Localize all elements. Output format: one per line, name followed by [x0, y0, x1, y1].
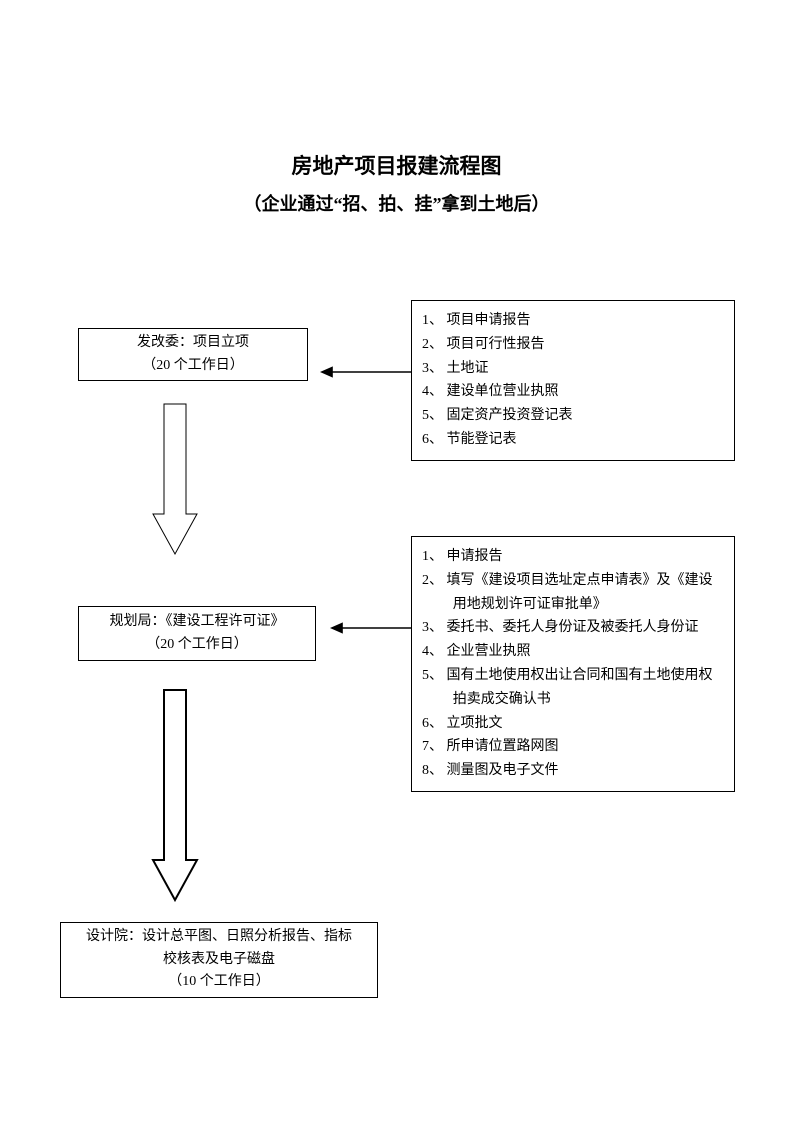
flow-node-3-line2: 校核表及电子磁盘	[163, 949, 275, 971]
h-arrow-2-head	[330, 622, 343, 633]
r1-item-3: 3、 土地证	[422, 357, 724, 381]
h-arrow-1-head	[320, 366, 333, 377]
requirements-box-2: 1、 申请报告2、 填写《建设项目选址定点申请表》及《建设用地规划许可证审批单》…	[411, 536, 735, 792]
flow-node-2-line2: （20 个工作日）	[146, 634, 248, 656]
flow-node-1-line2: （20 个工作日）	[142, 355, 244, 377]
r2-item-8: 8、 测量图及电子文件	[422, 759, 724, 783]
flow-node-2-line1: 规划局：《建设工程许可证》	[110, 611, 285, 633]
flow-node-3-line1: 设计院：设计总平图、日照分析报告、指标	[86, 926, 352, 948]
flow-node-2: 规划局：《建设工程许可证》 （20 个工作日）	[78, 606, 316, 661]
flow-node-3: 设计院：设计总平图、日照分析报告、指标 校核表及电子磁盘 （10 个工作日）	[60, 922, 378, 998]
r2-item-4: 4、 企业营业执照	[422, 640, 724, 664]
r2-item-2: 2、 填写《建设项目选址定点申请表》及《建设用地规划许可证审批单》	[422, 569, 724, 617]
r2-item-3: 3、 委托书、委托人身份证及被委托人身份证	[422, 616, 724, 640]
r1-item-5: 5、 固定资产投资登记表	[422, 404, 724, 428]
r2-item-1: 1、 申请报告	[422, 545, 724, 569]
r1-item-4: 4、 建设单位营业执照	[422, 380, 724, 404]
block-arrow-2	[153, 690, 197, 900]
r2-item-6: 6、 立项批文	[422, 712, 724, 736]
r2-item-7: 7、 所申请位置路网图	[422, 735, 724, 759]
r2-item-5: 5、 国有土地使用权出让合同和国有土地使用权拍卖成交确认书	[422, 664, 724, 712]
flow-node-3-line3: （10 个工作日）	[168, 971, 270, 993]
flow-node-1-line1: 发改委：项目立项	[137, 332, 249, 354]
requirements-box-1: 1、 项目申请报告2、 项目可行性报告3、 土地证4、 建设单位营业执照5、 固…	[411, 300, 735, 461]
r1-item-2: 2、 项目可行性报告	[422, 333, 724, 357]
flow-node-1: 发改委：项目立项 （20 个工作日）	[78, 328, 308, 381]
page-title: 房地产项目报建流程图	[0, 150, 793, 180]
r1-item-1: 1、 项目申请报告	[422, 309, 724, 333]
page-subtitle: （企业通过“招、拍、挂”拿到土地后）	[0, 190, 793, 216]
r1-item-6: 6、 节能登记表	[422, 428, 724, 452]
block-arrow-1	[153, 404, 197, 554]
